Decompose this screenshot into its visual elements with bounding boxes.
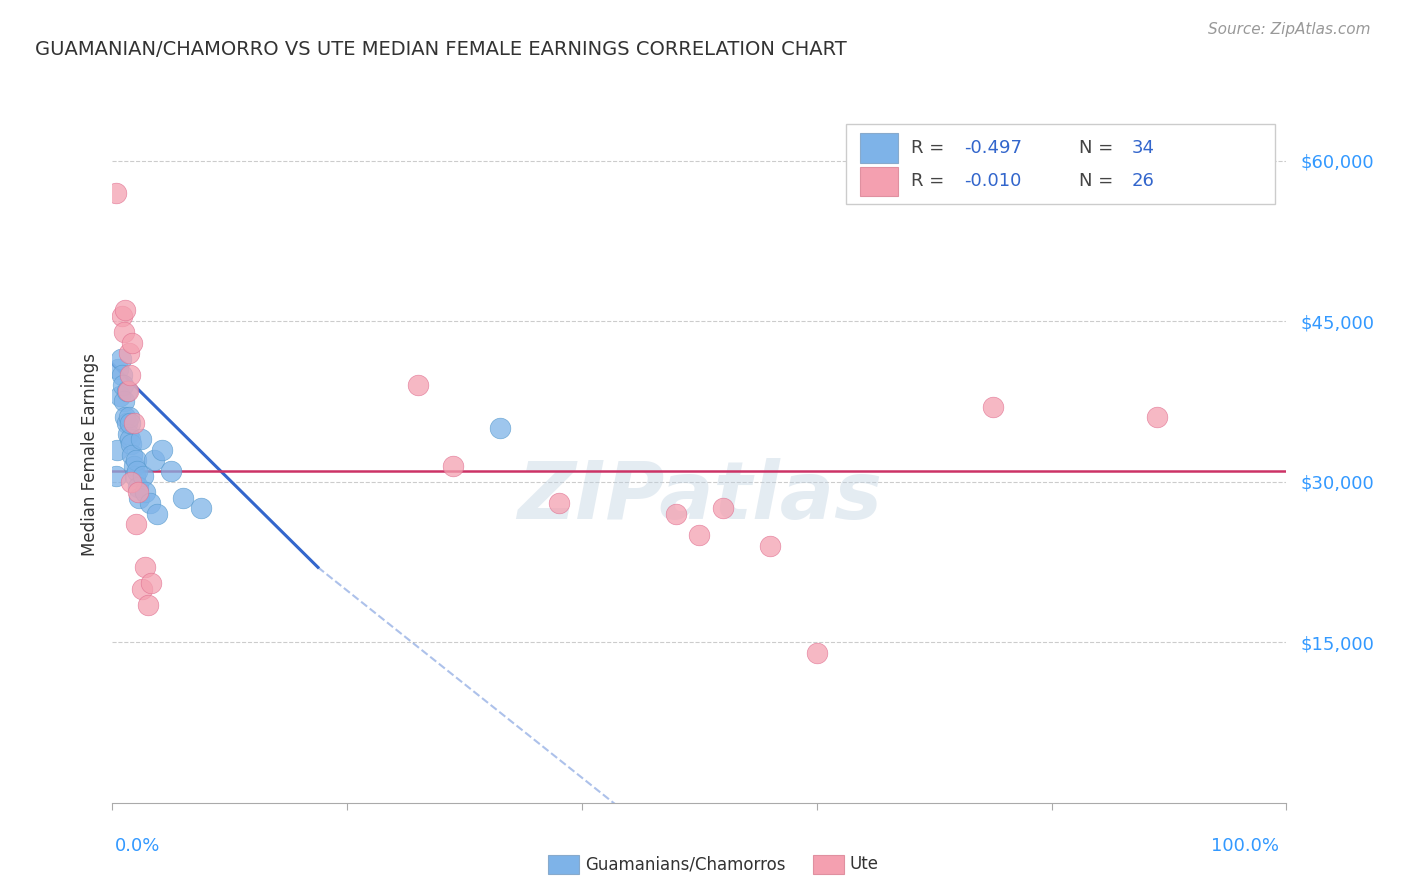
Point xyxy=(105,469,128,483)
Point xyxy=(111,368,134,382)
Point xyxy=(112,325,135,339)
Point xyxy=(141,576,163,591)
Point xyxy=(108,389,131,403)
Point xyxy=(120,432,142,446)
Point xyxy=(134,560,156,574)
Point xyxy=(118,346,141,360)
Point xyxy=(105,442,128,457)
Point xyxy=(110,351,132,366)
Point xyxy=(112,378,135,392)
Point xyxy=(160,464,183,478)
Text: Guamanians/Chamorros: Guamanians/Chamorros xyxy=(585,855,786,873)
Text: R =: R = xyxy=(911,139,950,157)
Point xyxy=(689,528,711,542)
Point xyxy=(441,458,464,473)
Point xyxy=(142,453,165,467)
Point xyxy=(711,501,734,516)
Point xyxy=(665,507,688,521)
Point xyxy=(117,426,139,441)
Point xyxy=(111,309,134,323)
Point xyxy=(134,485,156,500)
Point xyxy=(128,491,150,505)
Text: -0.010: -0.010 xyxy=(963,172,1021,191)
Point xyxy=(190,501,212,516)
Point xyxy=(172,491,194,505)
Text: -0.497: -0.497 xyxy=(963,139,1022,157)
Point xyxy=(117,384,139,398)
FancyBboxPatch shape xyxy=(846,124,1275,204)
Point xyxy=(122,416,145,430)
Point xyxy=(132,469,155,483)
Text: ZIPatlas: ZIPatlas xyxy=(517,458,882,536)
Text: N =: N = xyxy=(1078,139,1119,157)
Point xyxy=(146,507,169,521)
Point xyxy=(127,480,149,494)
Point xyxy=(120,416,142,430)
Point xyxy=(127,464,149,478)
Y-axis label: Median Female Earnings: Median Female Earnings xyxy=(80,353,98,557)
Point xyxy=(150,442,173,457)
Point xyxy=(105,186,128,200)
Text: Source: ZipAtlas.com: Source: ZipAtlas.com xyxy=(1208,22,1371,37)
Point xyxy=(118,410,141,425)
Text: GUAMANIAN/CHAMORRO VS UTE MEDIAN FEMALE EARNINGS CORRELATION CHART: GUAMANIAN/CHAMORRO VS UTE MEDIAN FEMALE … xyxy=(35,40,846,59)
Point xyxy=(114,410,136,425)
Point xyxy=(489,421,512,435)
Point xyxy=(120,368,142,382)
Bar xyxy=(860,167,898,196)
Bar xyxy=(860,134,898,162)
Point xyxy=(981,400,1004,414)
Point xyxy=(1146,410,1168,425)
Point xyxy=(121,448,143,462)
Text: 26: 26 xyxy=(1132,172,1154,191)
Text: 100.0%: 100.0% xyxy=(1212,837,1279,855)
Point xyxy=(125,453,148,467)
Text: Ute: Ute xyxy=(849,855,879,873)
Point xyxy=(127,485,149,500)
Point xyxy=(124,469,146,483)
Text: 34: 34 xyxy=(1132,139,1154,157)
Text: 0.0%: 0.0% xyxy=(115,837,160,855)
Point xyxy=(136,598,159,612)
Point xyxy=(115,416,138,430)
Text: N =: N = xyxy=(1078,172,1119,191)
Point xyxy=(131,582,153,596)
Point xyxy=(112,394,135,409)
Point xyxy=(121,335,143,350)
Point xyxy=(115,384,138,398)
Point xyxy=(107,362,129,376)
Point xyxy=(122,458,145,473)
Point xyxy=(125,517,148,532)
Text: R =: R = xyxy=(911,172,950,191)
Point xyxy=(406,378,429,392)
Point xyxy=(806,646,828,660)
Point xyxy=(120,475,142,489)
Point xyxy=(120,437,142,451)
Point xyxy=(547,496,569,510)
Point xyxy=(114,303,136,318)
Point xyxy=(759,539,782,553)
Point xyxy=(139,496,162,510)
Point xyxy=(129,432,152,446)
